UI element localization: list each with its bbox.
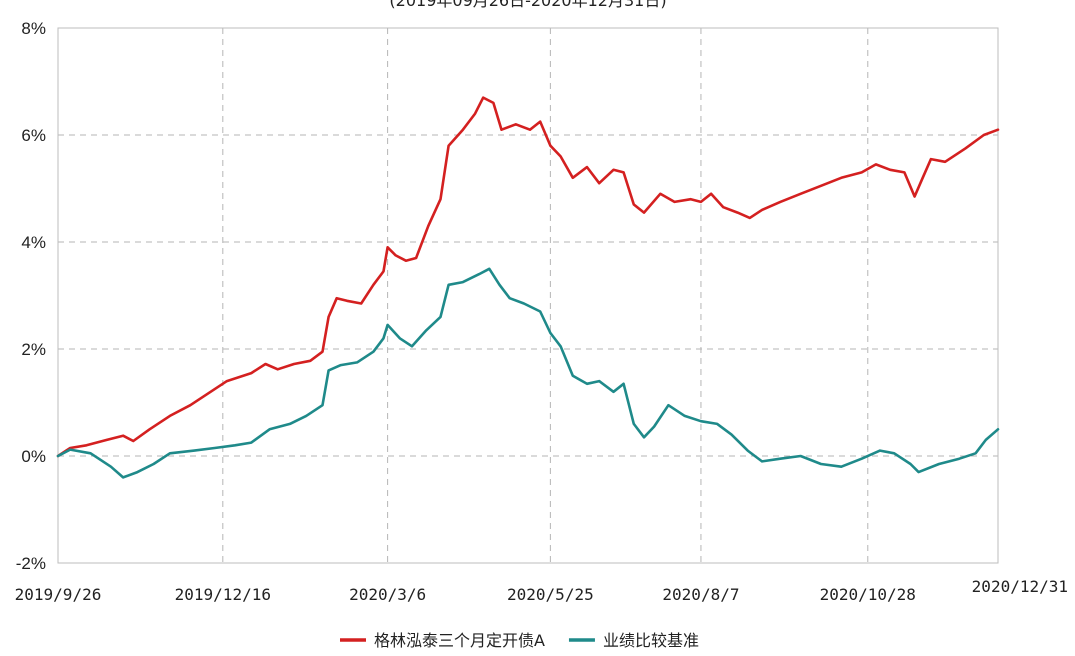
chart-grid bbox=[58, 28, 998, 563]
x-tick-label: 2020/3/6 bbox=[349, 585, 426, 604]
plot-area-frame bbox=[57, 27, 999, 564]
y-tick-label: -2% bbox=[16, 554, 46, 573]
y-tick-label: 0% bbox=[21, 447, 46, 466]
legend-label-1: 格林泓泰三个月定开债A bbox=[374, 631, 545, 650]
x-tick-label: 2019/12/16 bbox=[175, 585, 271, 604]
x-axis-ticks: 2019/9/26 2019/12/16 2020/3/6 2020/5/25 2020… bbox=[15, 577, 1068, 604]
series-lines bbox=[56, 96, 1000, 479]
x-tick-label: 2020/8/7 bbox=[662, 585, 739, 604]
chart-legend: 格林泓泰三个月定开债A 业绩比较基准 bbox=[340, 631, 699, 650]
y-tick-label: 6% bbox=[21, 126, 46, 145]
y-tick-label: 4% bbox=[21, 233, 46, 252]
series-line-2 bbox=[56, 267, 1000, 479]
x-tick-label: 2019/9/26 bbox=[15, 585, 102, 604]
series-line-1 bbox=[56, 96, 1000, 458]
y-axis-ticks: -2% 0% 2% 4% 6% 8% bbox=[16, 19, 46, 573]
x-tick-label: 2020/12/31 bbox=[972, 577, 1068, 596]
x-tick-label: 2020/5/25 bbox=[507, 585, 594, 604]
chart-subtitle: (2019年09月26日-2020年12月31日) bbox=[389, 0, 666, 10]
legend-label-2: 业绩比较基准 bbox=[603, 631, 699, 650]
x-tick-label: 2020/10/28 bbox=[820, 585, 916, 604]
y-tick-label: 2% bbox=[21, 340, 46, 359]
y-tick-label: 8% bbox=[21, 19, 46, 38]
